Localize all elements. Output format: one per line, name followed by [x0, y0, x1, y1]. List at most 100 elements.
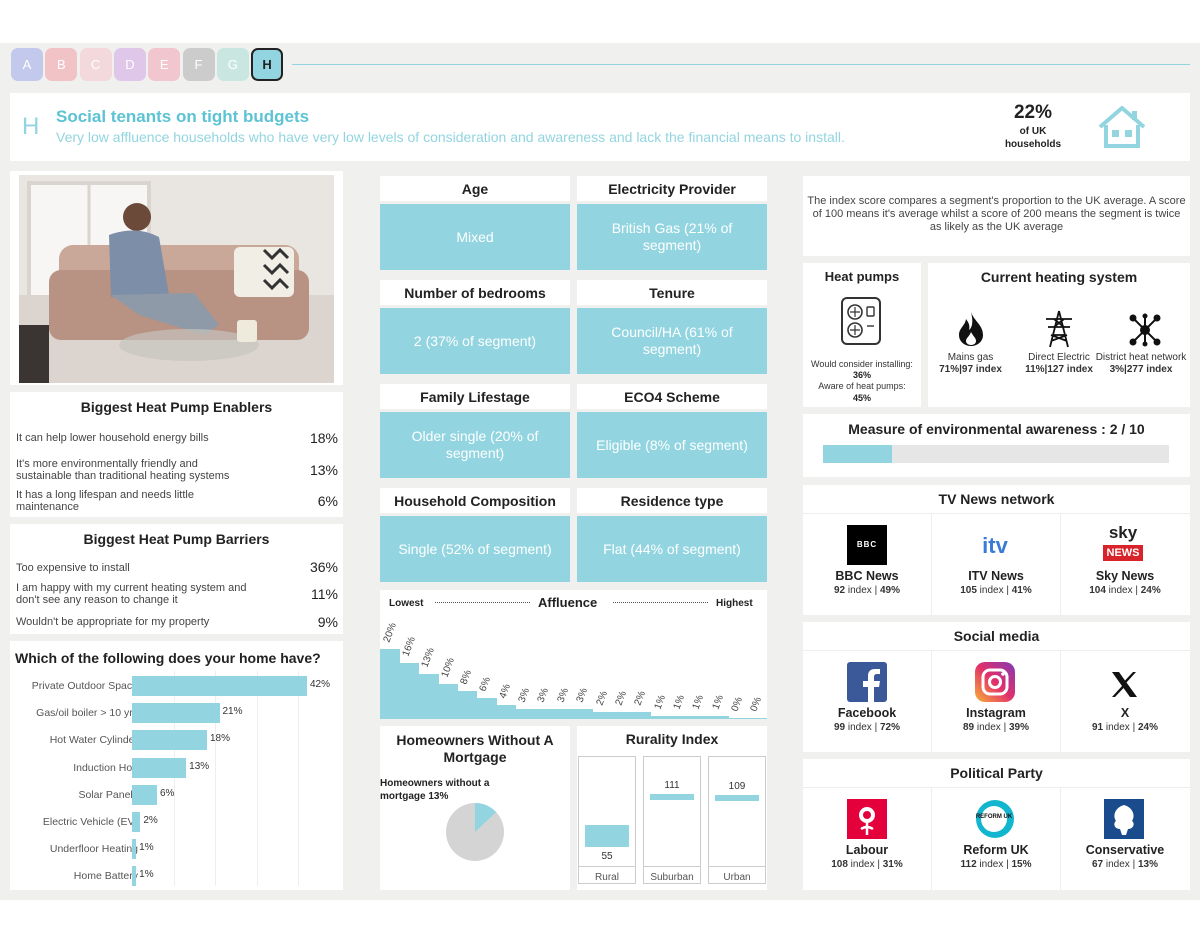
profile-age-label: Age [380, 176, 570, 201]
enabler-label: It can help lower household energy bills [16, 432, 209, 444]
home-feature-label: Solar Panels [78, 788, 138, 801]
env-awareness-panel: Measure of environmental awareness : 2 /… [803, 414, 1190, 477]
sky-news-name: Sky News [1095, 569, 1155, 583]
affluence-bar [631, 712, 652, 719]
tab-g[interactable]: G [216, 48, 249, 81]
heat-pump-icon [841, 297, 881, 345]
photo-panel [10, 171, 343, 385]
rurality-label: Urban [708, 866, 766, 883]
affluence-value: 1% [671, 693, 687, 711]
affluence-value: 3% [516, 686, 533, 704]
affluence-bar [650, 715, 671, 719]
consider-label: Would consider installing: [811, 359, 913, 369]
affluence-chart: 20% 16% 13% 10% 8% 6% 4% 3% 3% 3% 3% 2% 2% 2% 1% 1% 1% 1%… [380, 620, 768, 719]
tab-c[interactable]: C [79, 48, 112, 81]
segment-letter: H [22, 113, 40, 140]
x-stats: 91 index | 24% [1092, 722, 1158, 733]
index-note-panel: The index score compares a segment's pro… [803, 176, 1190, 256]
enablers-title: Biggest Heat Pump Enablers [80, 399, 273, 415]
heating-label: Direct Electric [1028, 352, 1090, 363]
enabler-label: It has a long lifespan and needs little … [16, 489, 194, 513]
affluence-value: 20% [381, 621, 399, 644]
home-feature-value: 1% [139, 842, 154, 854]
affluence-value: 16% [400, 635, 418, 658]
home-feature-label: Hot Water Cylinder [49, 734, 138, 747]
home-features-chart: Private Outdoor Space 42% Gas/oil boiler >… [10, 671, 343, 887]
tab-b[interactable]: B [45, 48, 78, 81]
rurality-label: Rural [578, 866, 636, 883]
home-feature-value: 18% [210, 733, 231, 745]
house-icon [1098, 106, 1146, 148]
tab-f[interactable]: F [182, 48, 215, 81]
affluence-value: 4% [497, 682, 513, 700]
affluence-value: 2% [594, 689, 610, 707]
segment-share-label: of UK households [1004, 126, 1062, 150]
tab-e[interactable]: E [148, 48, 181, 81]
bbc-logo: BBC [847, 525, 887, 565]
itv-name: ITV News [968, 569, 1024, 583]
env-awareness-fill [823, 445, 893, 463]
profile-eco4-label: ECO4 Scheme [577, 384, 767, 409]
home-feature-bar [132, 866, 137, 887]
heating-title: Current heating system [980, 269, 1138, 285]
segment-header: H Social tenants on tight budgets Very l… [10, 93, 1190, 161]
rurality-label: Suburban [643, 866, 701, 883]
heat-pumps-panel: Heat pumps Would consider installing: 36… [803, 263, 921, 407]
home-feature-bar [132, 676, 307, 696]
segment-description: Very low affluence households who have v… [56, 129, 845, 145]
heating-label: Mains gas [947, 352, 994, 363]
barrier-value: 11% [311, 586, 338, 602]
home-feature-value: 6% [160, 787, 175, 799]
tab-h[interactable]: H [251, 48, 284, 81]
barriers-panel: Biggest Heat Pump Barriers Too expensive… [10, 524, 343, 634]
affluence-bar [612, 712, 633, 719]
heating-panel: Current heating system Mains gas 71%|97 … [928, 263, 1190, 407]
tab-a[interactable]: A [11, 48, 43, 81]
svg-text:REFORM UK: REFORM UK [976, 814, 1013, 820]
home-features-panel: Which of the following does your home ha… [10, 641, 343, 890]
affluence-bar [554, 708, 574, 719]
rurality-column [708, 756, 766, 884]
barrier-label: I am happy with my current heating syste… [16, 582, 247, 606]
home-feature-bar [132, 730, 207, 751]
x-name: X [1120, 706, 1130, 720]
instagram-logo [975, 662, 1015, 702]
heat-pumps-title: Heat pumps [824, 269, 900, 284]
consider-value: 36% [852, 370, 871, 380]
home-feature-value: 1% [139, 869, 154, 881]
home-feature-label: Private Outdoor Space [31, 680, 138, 692]
facebook-logo [847, 662, 887, 702]
affluence-bar [476, 698, 497, 719]
segment-title: Social tenants on tight budgets [56, 107, 310, 126]
sky-news-logo: sky NEWS [1103, 523, 1143, 565]
profile-composition-value: Single (52% of segment) [380, 516, 570, 582]
tab-divider [292, 64, 1190, 65]
affluence-value: 6% [478, 675, 494, 693]
bbc-stats: 92 index | 49% [834, 585, 900, 596]
mortgage-title: Homeowners Without A Mortgage [396, 732, 554, 765]
home-feature-value: 21% [222, 706, 243, 718]
home-features-title: Which of the following does your home ha… [15, 650, 321, 666]
rurality-panel: Rurality Index 55 Rural 111 Suburban 109 Urba… [577, 726, 767, 890]
profile-eco4-value: Eligible (8% of segment) [577, 412, 767, 478]
aware-value: 45% [852, 393, 871, 403]
profile-tenure-value: Council/HA (61% of segment) [577, 308, 767, 374]
political-party-panel: Political Party REFORM UK Labour 108 inde… [803, 759, 1190, 890]
tab-d[interactable]: D [113, 48, 146, 81]
profile-residence-value: Flat (44% of segment) [577, 516, 767, 582]
heating-label: District heat network [1095, 352, 1187, 363]
reform-name: Reform UK [963, 843, 1029, 857]
home-feature-bar [132, 812, 141, 832]
affluence-bar [534, 708, 555, 719]
affluence-bar [496, 705, 516, 719]
pylon-icon [1046, 310, 1072, 348]
home-feature-label: Gas/oil boiler > 10 yrs [36, 707, 138, 720]
enabler-label: It's more environmentally friendly and s… [16, 458, 230, 482]
affluence-value: 1% [710, 693, 726, 711]
home-feature-bar [132, 839, 137, 860]
tv-news-panel: TV News network BBC itv sky NEWS BBC New… [803, 485, 1190, 615]
tv-news-title: TV News network [938, 491, 1055, 507]
social-media-panel: Social media Facebook 99 index | 72% Insta… [803, 622, 1190, 752]
affluence-value: 1% [690, 693, 707, 711]
sky-news-stats: 104 index | 24% [1089, 585, 1161, 596]
